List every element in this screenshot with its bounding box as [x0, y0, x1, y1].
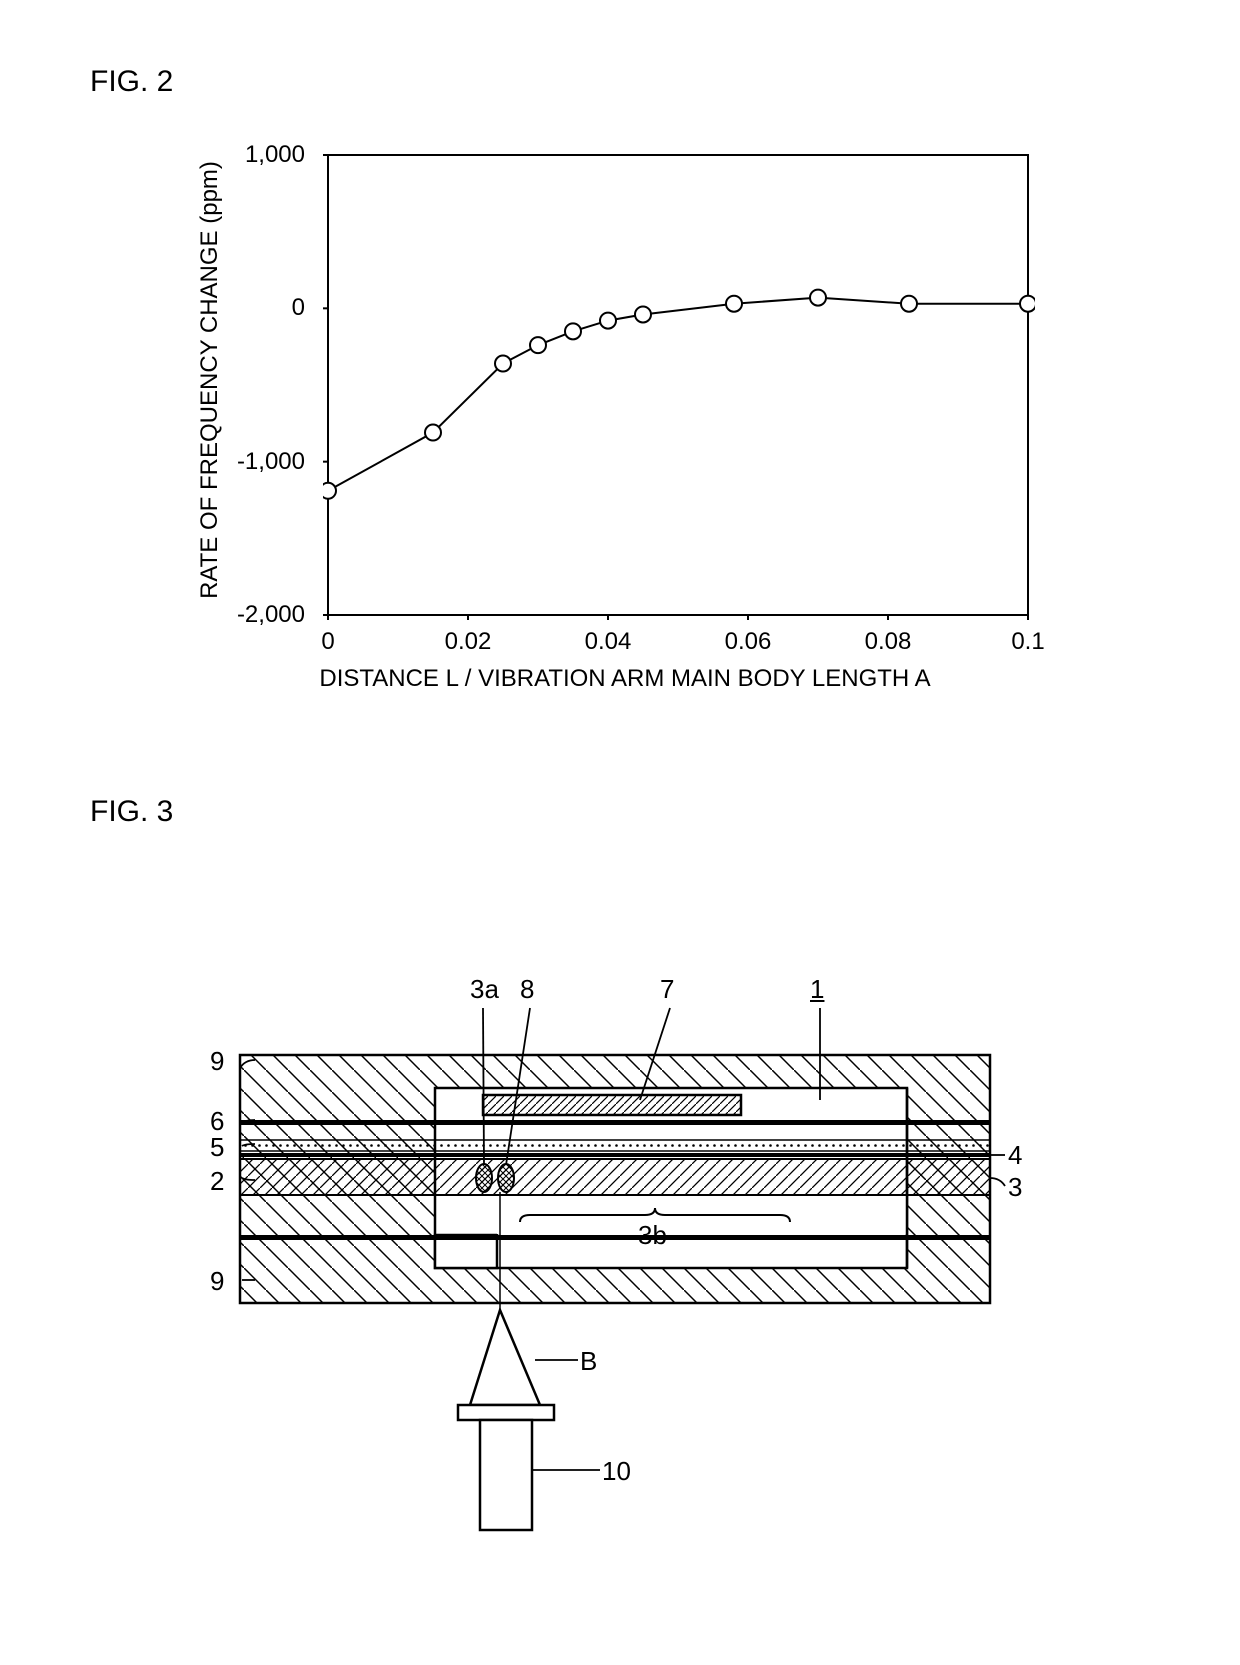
fig2-xtick-5: 0.1 [998, 628, 1058, 656]
data-marker [323, 483, 336, 499]
data-marker [565, 323, 581, 339]
tick-marks [323, 155, 1028, 620]
callout-3a: 3a [470, 974, 499, 1005]
fig2-xtick-3: 0.06 [718, 628, 778, 656]
data-line [328, 298, 1028, 491]
callout-4: 4 [1008, 1140, 1022, 1171]
layer-5 [240, 1140, 990, 1151]
laser-cone [470, 1310, 540, 1405]
data-marker [495, 356, 511, 372]
data-marker [530, 337, 546, 353]
fig2-plot-svg [323, 150, 1035, 620]
fig2-ylabel: RATE OF FREQUENCY CHANGE (ppm) [196, 161, 224, 599]
layer-4 [240, 1153, 990, 1157]
page: FIG. 2 RATE OF FREQUENCY CHANGE (ppm) -2… [0, 0, 1240, 1665]
data-marker [810, 290, 826, 306]
fig2-ytick-0: -2,000 [215, 601, 305, 629]
fig2-ylabel-wrap: RATE OF FREQUENCY CHANGE (ppm) [195, 150, 225, 610]
fig2-xtick-4: 0.08 [858, 628, 918, 656]
data-markers [323, 290, 1035, 499]
callout-1: 1 [810, 974, 824, 1005]
spot-8 [498, 1164, 514, 1192]
fig2-xlabel: DISTANCE L / VIBRATION ARM MAIN BODY LEN… [215, 665, 1035, 693]
fig3-diagram: 3a 8 7 1 9 6 5 2 9 4 3 3b B 10 [200, 960, 1030, 1560]
plot-border [328, 155, 1028, 615]
fig2-label: FIG. 2 [90, 65, 173, 99]
electrode-6 [240, 1120, 990, 1125]
fig2-ytick-1: -1,000 [215, 448, 305, 476]
laser-body [480, 1420, 532, 1530]
callout-9-bot: 9 [210, 1266, 224, 1297]
data-marker [726, 296, 742, 312]
callout-7: 7 [660, 974, 674, 1005]
callout-3b: 3b [638, 1220, 667, 1251]
substrate-2-line [240, 1235, 990, 1240]
spot-3a [476, 1164, 492, 1192]
fig3-label: FIG. 3 [90, 795, 173, 829]
callout-B: B [580, 1346, 597, 1377]
fig2-ytick-3: 1,000 [215, 141, 305, 169]
laser-collar [458, 1405, 554, 1420]
fig2-xtick-2: 0.04 [578, 628, 638, 656]
fig2-chart: RATE OF FREQUENCY CHANGE (ppm) -2,000 -1… [215, 150, 1035, 710]
fig2-xtick-0: 0 [298, 628, 358, 656]
callout-9-top: 9 [210, 1046, 224, 1077]
fig2-ytick-2: 0 [215, 294, 305, 322]
data-marker [600, 313, 616, 329]
fig2-xtick-1: 0.02 [438, 628, 498, 656]
data-marker [1020, 296, 1035, 312]
film-7 [483, 1095, 741, 1115]
piezo-3 [240, 1159, 990, 1195]
callout-2: 2 [210, 1166, 224, 1197]
data-marker [635, 306, 651, 322]
callout-5: 5 [210, 1132, 224, 1163]
callout-8: 8 [520, 974, 534, 1005]
callout-3: 3 [1008, 1172, 1022, 1203]
data-marker [425, 425, 441, 441]
data-marker [901, 296, 917, 312]
callout-10: 10 [602, 1456, 631, 1487]
